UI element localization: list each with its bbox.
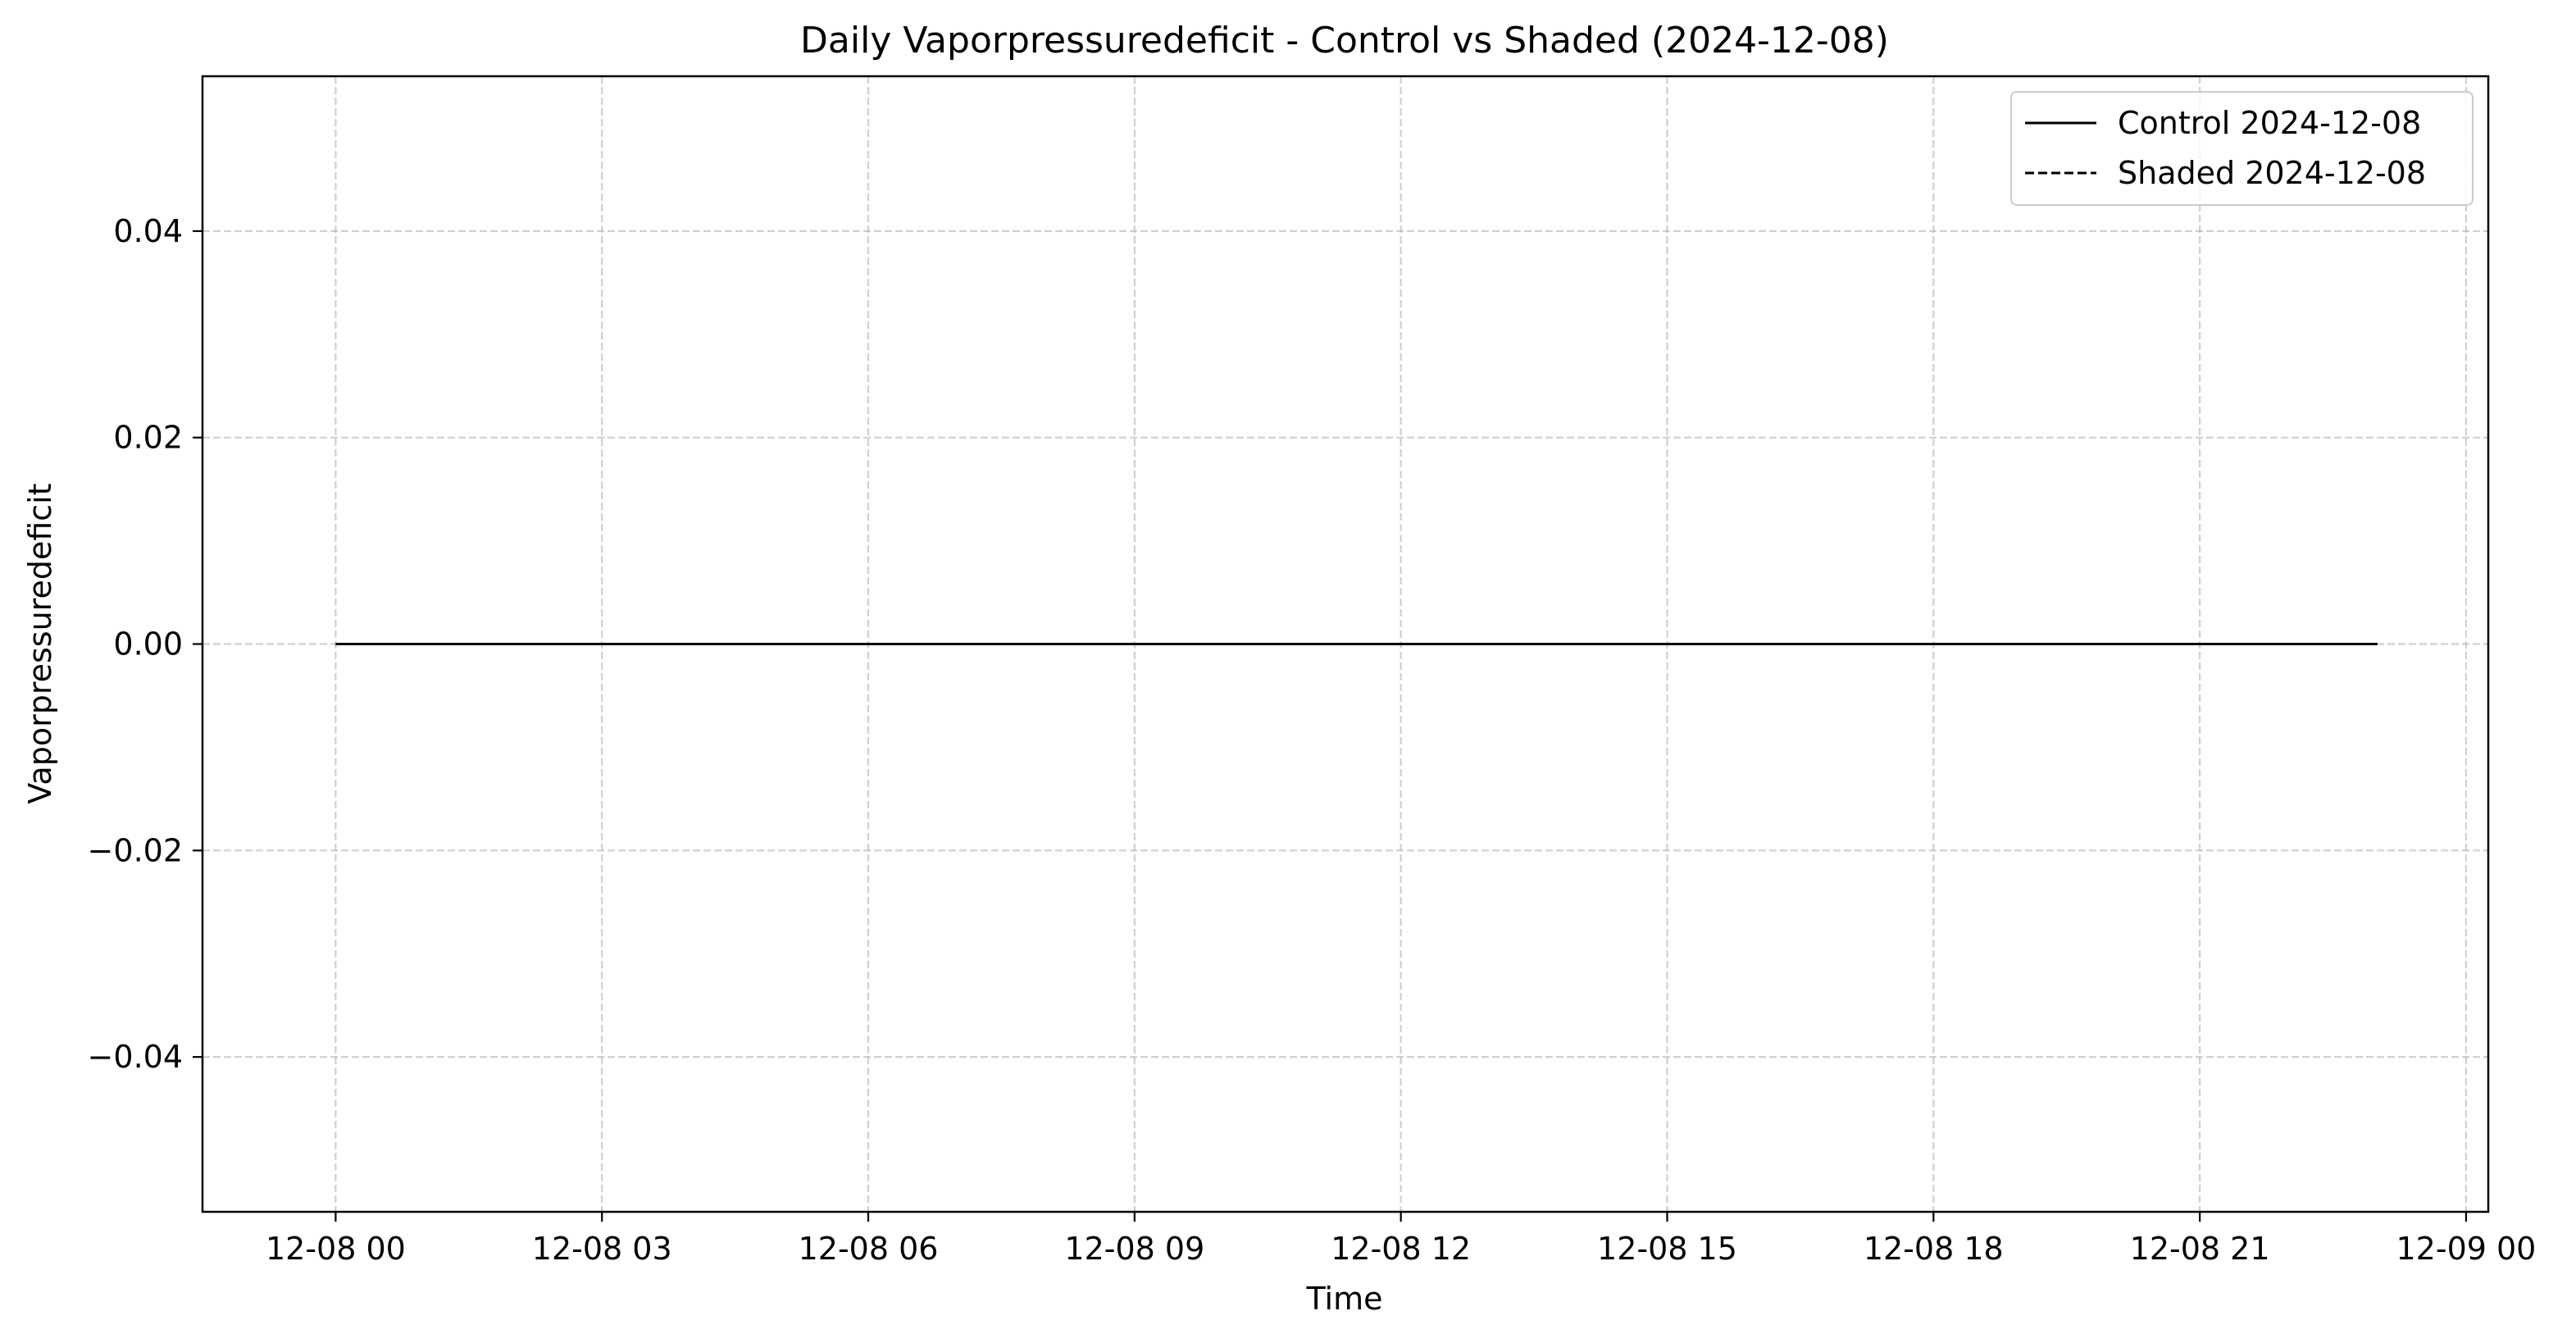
y-tick-label: 0.02 [113, 420, 183, 456]
legend-box [2010, 91, 2474, 206]
x-axis-label: Time [1306, 1281, 1383, 1317]
chart-title: Daily Vaporpressuredeficit - Control vs … [800, 20, 1889, 61]
legend-label-shaded: Shaded 2024-12-08 [2118, 155, 2426, 191]
y-axis-ticks: 0.04 0.02 0.00 −0.02 −0.04 [88, 213, 203, 1075]
y-tick-label: 0.00 [113, 626, 183, 662]
x-tick-label: 12-08 15 [1597, 1231, 1737, 1267]
x-tick-label: 12-08 18 [1864, 1231, 2004, 1267]
y-tick-label: 0.04 [113, 213, 183, 249]
x-tick-label: 12-09 00 [2396, 1231, 2537, 1267]
legend-label-control: Control 2024-12-08 [2118, 105, 2421, 141]
x-tick-label: 12-08 06 [799, 1231, 939, 1267]
legend: Control 2024-12-08 Shaded 2024-12-08 [2010, 91, 2474, 206]
x-tick-label: 12-08 00 [266, 1231, 406, 1267]
x-tick-label: 12-08 12 [1331, 1231, 1471, 1267]
y-tick-label: −0.04 [88, 1039, 183, 1075]
y-tick-label: −0.02 [88, 832, 183, 868]
y-axis-label: Vaporpressuredeficit [22, 483, 58, 804]
x-tick-label: 12-08 09 [1064, 1231, 1204, 1267]
x-tick-label: 12-08 03 [532, 1231, 672, 1267]
x-axis-ticks: 12-08 00 12-08 03 12-08 06 12-08 09 12-08 12… [266, 1212, 2536, 1267]
x-tick-label: 12-08 21 [2130, 1231, 2270, 1267]
